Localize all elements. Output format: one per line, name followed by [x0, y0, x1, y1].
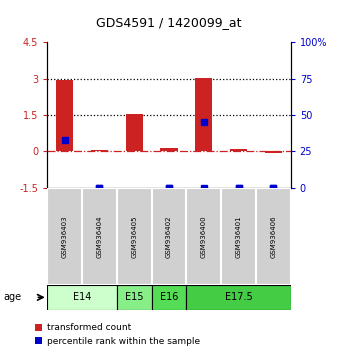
Text: GDS4591 / 1420099_at: GDS4591 / 1420099_at	[96, 17, 242, 29]
Point	[236, 185, 241, 190]
Point	[62, 137, 67, 143]
Text: GSM936406: GSM936406	[270, 215, 276, 258]
Bar	[56, 80, 73, 152]
Text: GSM936402: GSM936402	[166, 215, 172, 258]
Bar	[152, 188, 186, 285]
Bar	[160, 148, 178, 152]
Bar	[47, 188, 82, 285]
Bar	[186, 285, 291, 310]
Bar	[256, 188, 291, 285]
Point	[131, 202, 137, 208]
Bar	[221, 188, 256, 285]
Text: GSM936405: GSM936405	[131, 215, 137, 258]
Text: E17.5: E17.5	[225, 292, 252, 302]
Point	[271, 185, 276, 190]
Bar	[82, 188, 117, 285]
Text: GSM936403: GSM936403	[62, 215, 68, 258]
Point	[201, 120, 207, 125]
Point	[166, 185, 172, 190]
Text: GSM936404: GSM936404	[96, 215, 102, 258]
Legend: transformed count, percentile rank within the sample: transformed count, percentile rank withi…	[31, 320, 203, 349]
Bar	[117, 188, 152, 285]
Text: age: age	[3, 292, 22, 302]
Bar	[152, 285, 186, 310]
Bar	[91, 150, 108, 152]
Text: E16: E16	[160, 292, 178, 302]
Bar	[117, 285, 152, 310]
Text: E15: E15	[125, 292, 144, 302]
Bar	[125, 114, 143, 152]
Bar	[230, 149, 247, 152]
Bar	[195, 78, 213, 152]
Bar	[186, 188, 221, 285]
Bar	[265, 152, 282, 153]
Text: GSM936401: GSM936401	[236, 215, 242, 258]
Point	[97, 185, 102, 190]
Text: GSM936400: GSM936400	[201, 215, 207, 258]
Bar	[47, 285, 117, 310]
Text: E14: E14	[73, 292, 91, 302]
